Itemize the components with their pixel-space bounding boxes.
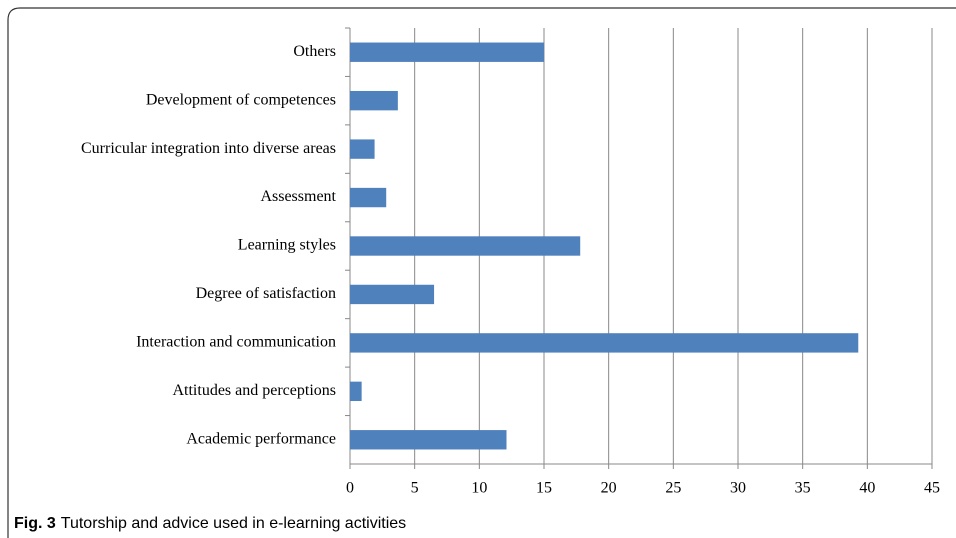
y-tick-label: Development of competences	[146, 91, 336, 108]
y-tick-label: Learning styles	[238, 237, 336, 254]
frame	[7, 7, 956, 538]
bar	[350, 333, 859, 353]
x-tick-label: 35	[795, 480, 811, 497]
x-tick-label: 25	[665, 480, 681, 497]
bar	[350, 187, 387, 208]
caption-label: Fig. 3	[14, 515, 56, 532]
y-tick-label: Attitudes and perceptions	[172, 382, 336, 399]
y-tick-label: Degree of satisfaction	[196, 285, 336, 302]
y-tick-label: Academic performance	[186, 430, 336, 447]
y-tick-label: Others	[293, 43, 336, 60]
x-tick-label: 30	[730, 480, 746, 497]
y-tick-label: Interaction and communication	[136, 334, 336, 351]
bar	[350, 430, 507, 450]
bar	[350, 381, 362, 402]
x-tick-label: 10	[471, 480, 487, 497]
x-tick-label: 0	[346, 480, 354, 497]
bar	[350, 236, 581, 256]
bar	[350, 90, 398, 111]
caption: Fig. 3 Tutorship and advice used in e-lea…	[14, 515, 406, 532]
x-tick-label: 5	[411, 480, 419, 497]
caption-text: Tutorship and advice used in e-learning …	[61, 515, 406, 532]
y-tick-label: Assessment	[260, 188, 336, 205]
x-tick-label: 20	[601, 480, 617, 497]
bar	[350, 42, 544, 62]
bar	[350, 284, 435, 305]
x-tick-label: 15	[536, 480, 552, 497]
x-tick-label: 45	[924, 480, 940, 497]
y-tick-label: Curricular integration into diverse area…	[81, 140, 336, 157]
bar	[350, 139, 375, 159]
x-tick-label: 40	[859, 480, 875, 497]
